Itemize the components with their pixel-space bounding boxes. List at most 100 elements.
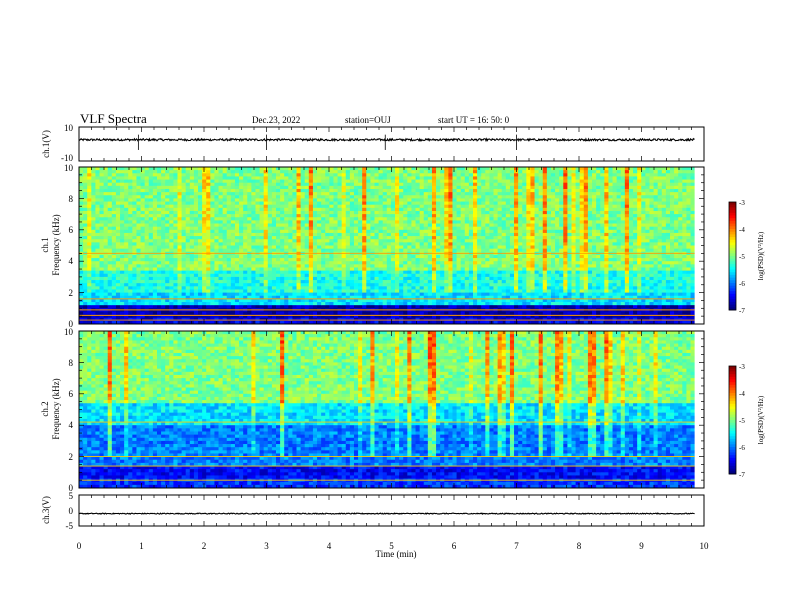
heatmap-cell	[444, 286, 449, 290]
heatmap-cell	[403, 207, 408, 212]
heatmap-cell	[156, 167, 162, 171]
heatmap-cell	[111, 245, 117, 250]
heatmap-cell	[390, 295, 396, 300]
heatmap-cell	[436, 173, 441, 177]
heatmap-cell	[152, 223, 158, 228]
heatmap-cell	[288, 239, 293, 243]
heatmap-cell	[251, 302, 256, 306]
heatmap-cell	[189, 270, 195, 275]
heatmap-cell	[95, 201, 100, 206]
heatmap-cell	[107, 192, 113, 196]
heatmap-cell	[345, 239, 351, 243]
heatmap-cell	[218, 217, 224, 221]
heatmap-cell	[193, 220, 199, 224]
heatmap-cell	[358, 167, 363, 171]
heatmap-cell	[370, 270, 375, 275]
heatmap-cell	[386, 182, 392, 187]
heatmap-cell	[156, 276, 162, 281]
heatmap-cell	[152, 229, 158, 234]
heatmap-cell	[374, 179, 379, 184]
heatmap-cell	[308, 295, 314, 300]
heatmap-cell	[333, 258, 338, 262]
heatmap-cell	[79, 295, 84, 300]
heatmap-cell	[107, 276, 113, 281]
heatmap-cell	[366, 289, 371, 293]
heatmap-cell	[386, 170, 392, 174]
heatmap-cell	[399, 305, 404, 309]
heatmap-cell	[271, 217, 277, 221]
heatmap-cell	[124, 267, 129, 272]
heatmap-cell	[226, 232, 232, 237]
heatmap-cell	[390, 170, 396, 174]
heatmap-cell	[95, 214, 100, 218]
heatmap-cell	[317, 185, 322, 190]
heatmap-cell	[403, 267, 408, 272]
heatmap-cell	[239, 292, 244, 297]
heatmap-cell	[120, 302, 125, 306]
heatmap-cell	[358, 239, 363, 243]
heatmap-cell	[440, 267, 445, 272]
heatmap-cell	[321, 292, 326, 297]
heatmap-cell	[308, 317, 314, 322]
heatmap-cell	[152, 192, 158, 196]
heatmap-cell	[107, 254, 113, 259]
heatmap-cell	[415, 173, 421, 177]
heatmap-cell	[214, 295, 219, 300]
heatmap-cell	[99, 254, 105, 259]
heatmap-cell	[202, 188, 207, 193]
heatmap-cell	[366, 220, 371, 224]
heatmap-cell	[103, 236, 109, 240]
heatmap-cell	[288, 188, 293, 193]
heatmap-cell	[427, 217, 433, 221]
heatmap-cell	[452, 210, 457, 215]
heatmap-cell	[198, 214, 203, 218]
heatmap-cell	[156, 173, 162, 177]
heatmap-cell	[300, 179, 306, 184]
heatmap-cell	[173, 320, 178, 325]
heatmap-cell	[234, 173, 240, 177]
heatmap-cell	[353, 220, 359, 224]
heatmap-cell	[321, 314, 326, 319]
heatmap-cell	[325, 317, 330, 322]
heatmap-cell	[456, 223, 462, 228]
heatmap-cell	[423, 273, 429, 278]
heatmap-cell	[460, 302, 466, 306]
heatmap-cell	[448, 254, 453, 259]
heatmap-cell	[440, 286, 445, 290]
heatmap-cell	[473, 229, 478, 234]
heatmap-cell	[124, 195, 129, 199]
heatmap-cell	[214, 185, 219, 190]
heatmap-cell	[353, 179, 359, 184]
heatmap-cell	[83, 167, 88, 171]
heatmap-cell	[436, 170, 441, 174]
heatmap-cell	[284, 198, 289, 202]
heatmap-cell	[107, 314, 113, 319]
heatmap-cell	[210, 214, 215, 218]
heatmap-cell	[144, 185, 150, 190]
heatmap-cell	[284, 258, 289, 262]
heatmap-cell	[202, 267, 207, 272]
heatmap-cell	[226, 317, 232, 322]
heatmap-cell	[107, 258, 113, 262]
heatmap-cell	[444, 170, 449, 174]
heatmap-cell	[267, 292, 273, 297]
heatmap-cell	[308, 239, 314, 243]
heatmap-cell	[427, 188, 433, 193]
heatmap-cell	[378, 239, 384, 243]
heatmap-cell	[165, 248, 170, 253]
heatmap-cell	[259, 192, 265, 196]
heatmap-cell	[395, 314, 400, 319]
heatmap-cell	[206, 261, 211, 265]
heatmap-cell	[263, 229, 269, 234]
heatmap-cell	[386, 185, 392, 190]
heatmap-cell	[267, 198, 273, 202]
heatmap-cell	[329, 236, 334, 240]
heatmap-cell	[202, 236, 207, 240]
heatmap-cell	[239, 179, 244, 184]
heatmap-cell	[120, 179, 125, 184]
heatmap-cell	[247, 258, 252, 262]
heatmap-cell	[312, 261, 318, 265]
heatmap-cell	[202, 320, 207, 325]
heatmap-cell	[185, 207, 191, 212]
heatmap-cell	[128, 192, 133, 196]
